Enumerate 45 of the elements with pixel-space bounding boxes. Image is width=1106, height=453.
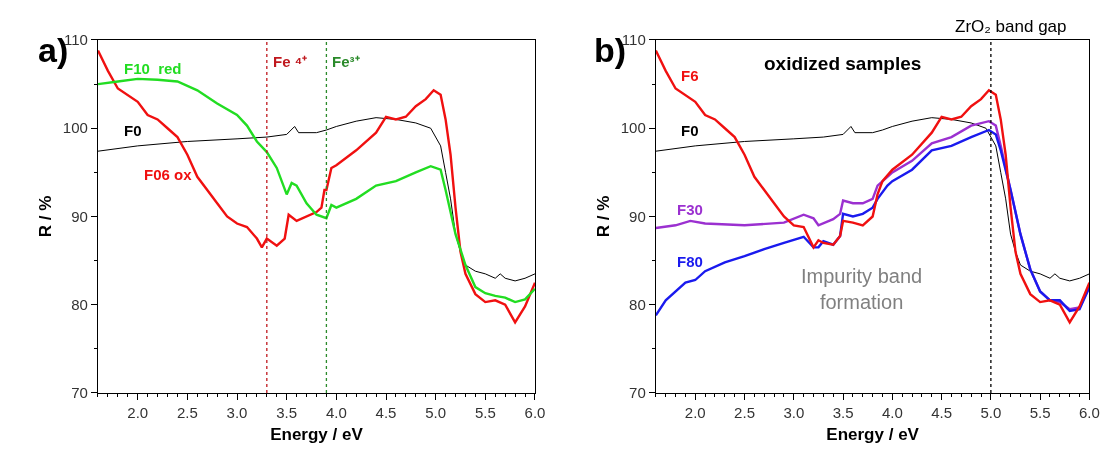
y-tick-label: 70 (629, 384, 646, 402)
x-tick-label: 4.0 (325, 404, 347, 422)
y-tick-label: 80 (71, 295, 88, 313)
x-tick-label: 4.5 (931, 404, 953, 422)
x-tick-label: 5.0 (425, 404, 447, 422)
line-series (655, 49, 1090, 324)
line-series (97, 77, 535, 304)
y-tick-label: 90 (629, 207, 646, 225)
text: oxidized samples (764, 53, 922, 74)
x-tick-label: 4.5 (375, 404, 397, 422)
x-tick-label: 5.5 (1029, 404, 1051, 422)
y-tick-label: 70 (71, 384, 88, 402)
ref-line-label: Fe³⁺ (332, 53, 360, 70)
y-tick-label: 80 (629, 295, 646, 313)
annotation: Impurity band formation (801, 265, 923, 313)
x-tick-label: 5.5 (474, 404, 496, 422)
series-label: F06 ox (144, 166, 193, 183)
line-series (97, 49, 535, 324)
x-tick-label: 3.5 (276, 404, 298, 422)
y-axis-title: R / % (594, 195, 614, 238)
x-tick-label: 2.5 (176, 404, 198, 422)
y-tick-label: 100 (620, 119, 646, 137)
series-label: F10 red (124, 60, 182, 77)
x-tick-label: 3.5 (832, 404, 854, 422)
x-tick-label: 4.0 (881, 404, 903, 422)
x-tick-label: 2.0 (684, 404, 706, 422)
x-axis-title: Energy / eV (270, 425, 364, 445)
x-tick-label: 2.0 (127, 404, 149, 422)
x-tick-label: 6.0 (1078, 404, 1100, 422)
series-label: F80 (677, 253, 703, 270)
series-label: F30 (677, 201, 703, 218)
ref-line-label: ZrO₂ band gap (955, 17, 1067, 36)
x-tick-label: 3.0 (226, 404, 248, 422)
ref-line-label: Fe ⁴⁺ (273, 53, 308, 70)
y-tick-label: 100 (62, 119, 88, 137)
x-tick-label: 6.0 (524, 404, 546, 422)
x-tick-label: 2.5 (734, 404, 755, 422)
x-axis-title: Energy / eV (826, 425, 920, 445)
y-tick-label: 90 (71, 207, 88, 225)
y-axis-title: R / % (36, 195, 56, 238)
series-label: F6 (681, 67, 699, 84)
x-tick-label: 3.0 (783, 404, 805, 422)
series-label: F0 (124, 122, 142, 139)
series-label: F0 (681, 122, 699, 139)
x-tick-label: 5.0 (980, 404, 1002, 422)
